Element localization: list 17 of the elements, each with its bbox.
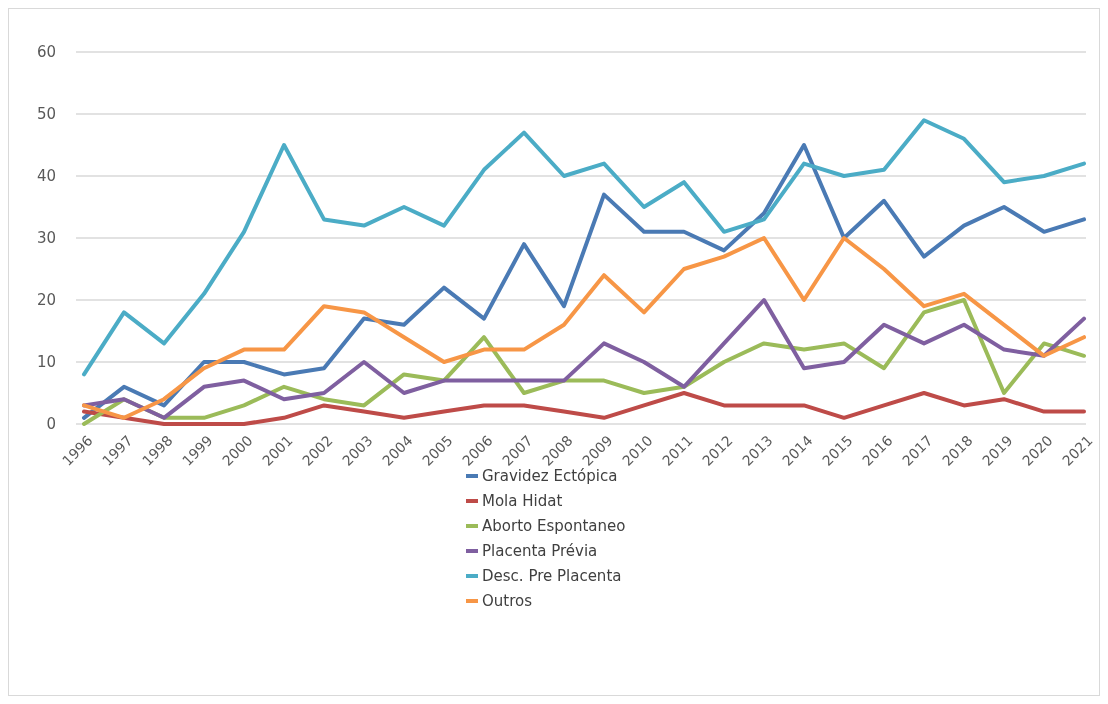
legend-label: Outros [482,592,533,611]
legend-label: Desc. Pre Placenta [482,567,622,586]
line-series [82,236,1086,420]
legend-label: Gravidez Ectópica [482,467,618,486]
y-tick-label: 30 [36,229,56,248]
y-tick-label: 10 [36,353,56,372]
y-tick-label: 20 [36,291,56,310]
legend-label: Mola Hidat [482,492,563,511]
line-series [82,143,1086,420]
legend-label: Aborto Espontaneo [482,517,626,536]
y-tick-label: 40 [36,167,56,186]
line-series [82,118,1086,377]
legend-label: Placenta Prévia [482,542,598,561]
line-series [82,391,1086,426]
y-tick-label: 0 [46,415,56,434]
y-tick-label: 50 [36,105,56,124]
y-tick-label: 60 [36,43,56,62]
